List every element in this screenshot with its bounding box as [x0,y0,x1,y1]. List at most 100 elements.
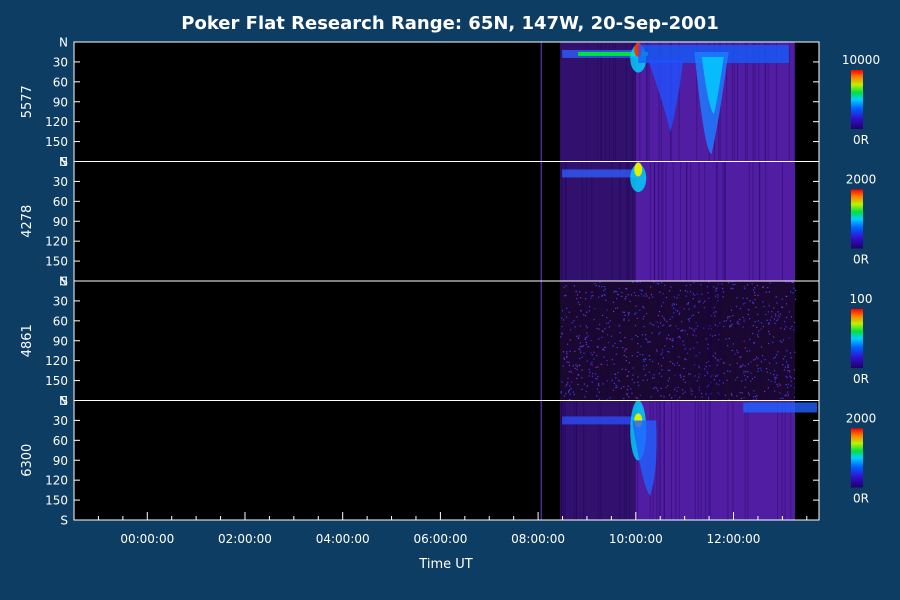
noise-speck [596,354,598,357]
noise-speck [606,322,608,324]
noise-speck [743,286,745,288]
noise-speck [753,399,755,401]
noise-speck [781,341,783,343]
noise-speck [593,351,595,353]
y-tick-label: 60 [53,314,68,328]
noise-speck [794,298,797,300]
streak [600,42,602,162]
noise-speck [696,293,698,295]
streak [781,161,783,281]
noise-speck [625,368,627,371]
noise-speck [728,337,730,340]
noise-speck [774,378,776,380]
noise-speck [790,380,792,382]
noise-speck [571,322,573,324]
noise-speck [692,293,694,295]
noise-speck [596,378,598,380]
noise-speck [785,384,787,386]
noise-speck [746,350,748,352]
noise-speck [722,287,724,290]
noise-speck [595,284,597,287]
noise-speck [637,336,639,338]
noise-speck [679,337,681,339]
streak [697,400,699,520]
noise-speck [753,390,755,392]
noise-speck [681,321,683,323]
noise-speck [579,346,581,348]
noise-speck [640,345,642,347]
noise-speck [708,360,710,362]
noise-speck [787,393,789,395]
noise-speck [727,370,729,372]
noise-speck [672,363,674,365]
noise-speck [642,354,644,356]
noise-speck [792,292,794,294]
streak [690,161,692,281]
noise-speck [754,287,756,289]
streak [760,281,761,401]
noise-speck [651,332,653,334]
calibration-line [540,161,543,281]
x-tick-label: 00:00:00 [120,532,174,546]
noise-speck [566,307,568,309]
noise-speck [565,316,568,318]
y-tick-label: S [60,394,68,408]
noise-speck [572,391,575,393]
streak [581,161,583,281]
noise-speck [660,353,662,355]
noise-speck [565,294,567,296]
noise-speck [607,341,609,344]
noise-speck [648,341,650,343]
noise-speck [565,392,567,395]
noise-speck [614,290,616,292]
streak [618,281,620,401]
noise-speck [742,364,744,366]
noise-speck [757,370,759,372]
noise-speck [689,327,691,329]
noise-speck [667,385,669,387]
noise-speck [706,386,708,388]
noise-speck [782,358,785,360]
noise-speck [782,397,784,399]
noise-speck [669,318,671,320]
noise-speck [662,301,664,304]
noise-speck [627,385,629,387]
noise-speck [689,317,691,320]
noise-speck [718,334,720,336]
streak [765,161,767,281]
noise-speck [562,351,564,353]
noise-speck [785,316,788,319]
noise-speck [787,366,789,368]
noise-speck [621,368,623,370]
noise-speck [708,327,710,329]
noise-speck [568,364,571,366]
noise-speck [616,291,618,293]
noise-speck [750,361,752,363]
noise-speck [687,303,689,305]
noise-speck [606,399,608,401]
noise-speck [729,324,731,327]
noise-speck [658,372,661,374]
noise-speck [612,389,614,391]
noise-speck [740,397,743,400]
noise-speck [628,319,630,321]
noise-speck [707,343,709,345]
noise-speck [656,350,658,352]
noise-speck [762,286,765,288]
noise-speck [683,367,685,370]
noise-speck [623,386,625,388]
noise-speck [568,389,571,391]
noise-speck [710,381,712,383]
streak [565,161,566,281]
noise-speck [739,391,741,394]
noise-speck [785,295,787,297]
noise-speck [646,379,648,381]
noise-speck [754,376,756,378]
noise-speck [779,316,781,318]
streak [737,42,739,162]
noise-speck [775,377,777,379]
emission-background [560,281,795,401]
noise-speck [588,345,590,348]
noise-speck [756,284,758,287]
noise-speck [565,285,567,287]
